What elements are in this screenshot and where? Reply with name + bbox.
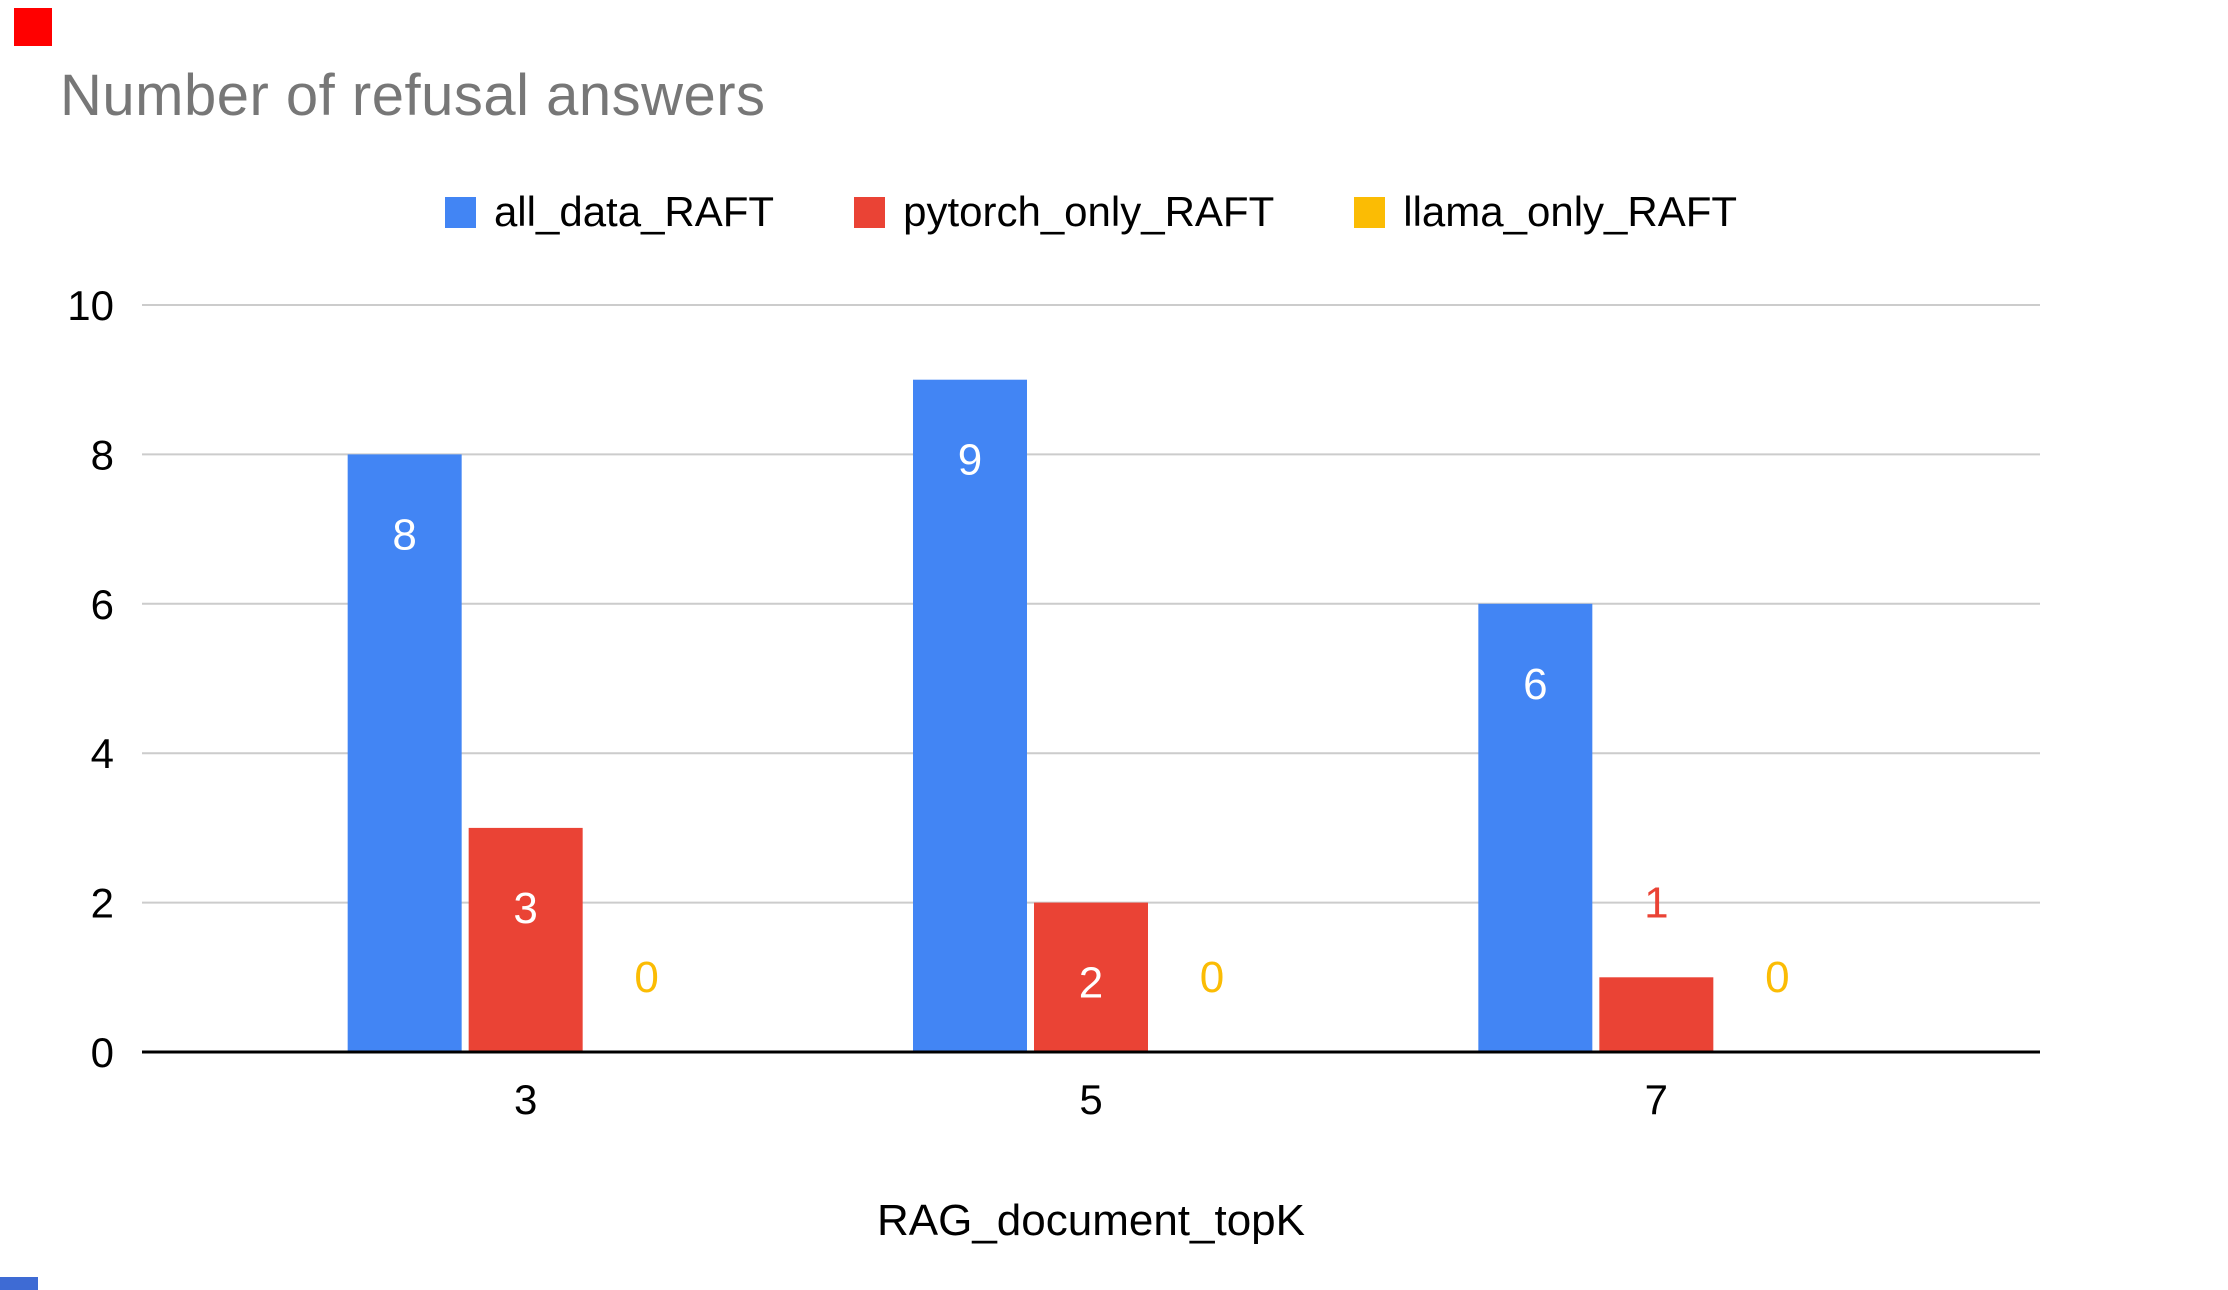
chart-title: Number of refusal answers bbox=[60, 63, 766, 128]
y-tick-label: 10 bbox=[67, 282, 114, 329]
legend-item-all-data-raft: all_data_RAFT bbox=[444, 188, 775, 236]
bar-value-label: 2 bbox=[1079, 959, 1103, 1008]
bar-value-label: 0 bbox=[1200, 953, 1224, 1002]
bar-value-label: 3 bbox=[513, 884, 537, 933]
bar-value-label: 9 bbox=[958, 436, 982, 485]
corner-accent-red bbox=[14, 8, 52, 46]
legend-swatch-blue-icon bbox=[444, 196, 476, 228]
legend-item-pytorch-only-raft: pytorch_only_RAFT bbox=[854, 188, 1274, 236]
bar bbox=[1599, 977, 1714, 1052]
corner-accent-blue bbox=[0, 1277, 38, 1290]
bar bbox=[1478, 603, 1593, 1052]
legend-swatch-yellow-icon bbox=[1354, 196, 1386, 228]
x-category-label: 5 bbox=[1079, 1076, 1102, 1123]
y-tick-label: 0 bbox=[91, 1029, 114, 1076]
y-tick-label: 2 bbox=[91, 880, 114, 927]
bar bbox=[347, 454, 462, 1052]
legend-label-pytorch-only-raft: pytorch_only_RAFT bbox=[903, 188, 1275, 235]
bar-value-label: 0 bbox=[634, 953, 658, 1002]
bar-value-label: 1 bbox=[1644, 878, 1668, 927]
bar-value-label: 6 bbox=[1523, 660, 1547, 709]
bar bbox=[913, 379, 1027, 1052]
bar bbox=[1034, 902, 1148, 1052]
x-category-label: 7 bbox=[1645, 1076, 1668, 1123]
legend-swatch-red-icon bbox=[854, 196, 886, 228]
y-tick-label: 8 bbox=[91, 431, 114, 478]
y-tick-label: 6 bbox=[91, 581, 114, 628]
y-tick-label: 4 bbox=[91, 730, 114, 777]
legend-label-all-data-raft: all_data_RAFT bbox=[493, 188, 775, 235]
chart-legend: all_data_RAFT pytorch_only_RAFT llama_on… bbox=[142, 188, 2040, 236]
bar bbox=[468, 827, 583, 1052]
legend-item-llama-only-raft: llama_only_RAFT bbox=[1354, 188, 1737, 236]
bar-value-label: 0 bbox=[1765, 953, 1789, 1002]
legend-label-llama-only-raft: llama_only_RAFT bbox=[1403, 188, 1738, 235]
bar-value-label: 8 bbox=[392, 510, 416, 559]
x-axis-title: RAG_document_topK bbox=[876, 1196, 1306, 1245]
x-category-label: 3 bbox=[514, 1076, 537, 1123]
